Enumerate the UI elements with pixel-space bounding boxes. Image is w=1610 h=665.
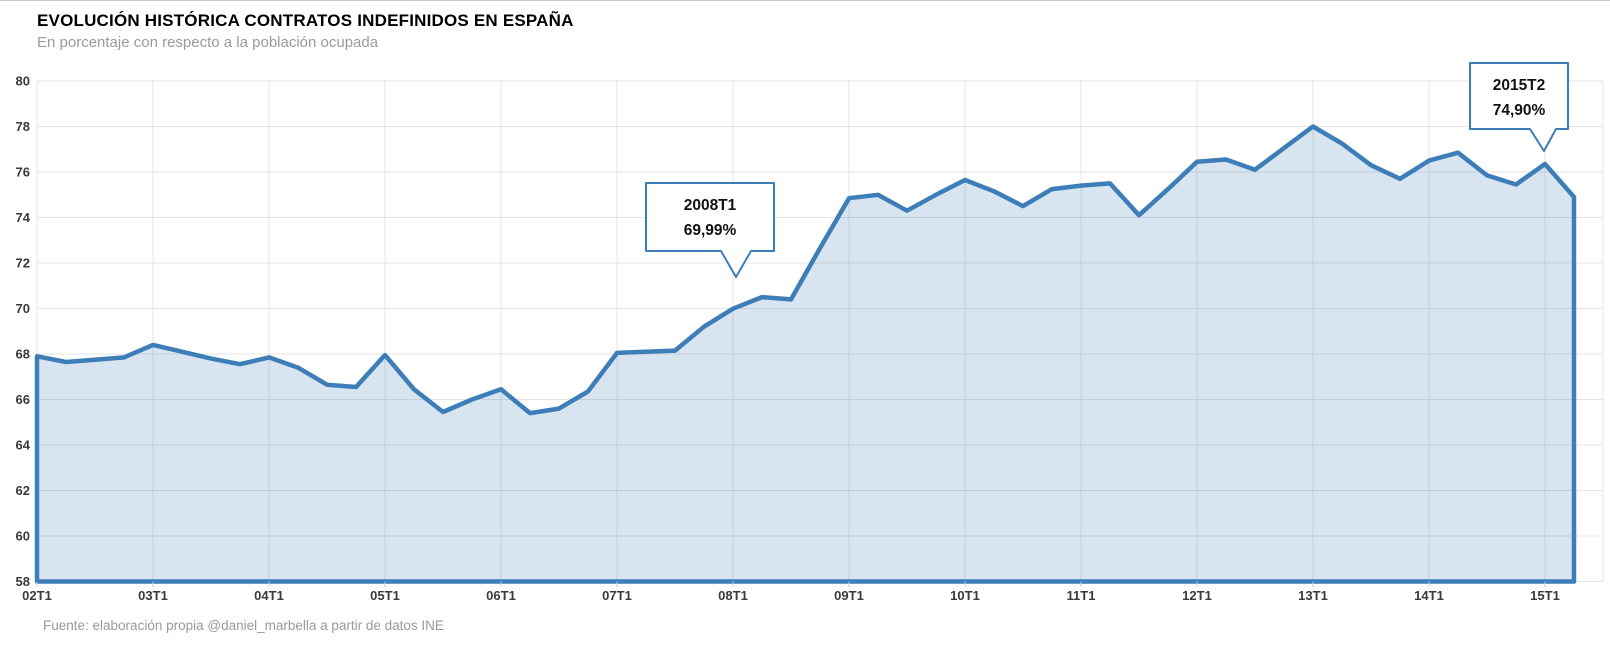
- annotation-callout: 2015T2 74,90%: [1469, 62, 1569, 152]
- source-note: Fuente: elaboración propia @daniel_marbe…: [43, 618, 444, 633]
- y-tick-label: 60: [16, 529, 30, 544]
- x-tick-label: 02T1: [22, 588, 52, 603]
- x-tick-label: 10T1: [950, 588, 980, 603]
- annotation-callout: 2008T1 69,99%: [645, 182, 775, 278]
- y-tick-label: 80: [16, 74, 30, 89]
- x-tick-label: 15T1: [1530, 588, 1560, 603]
- chart-title: EVOLUCIÓN HISTÓRICA CONTRATOS INDEFINIDO…: [37, 11, 574, 30]
- x-tick-label: 04T1: [254, 588, 284, 603]
- y-tick-label: 68: [16, 347, 30, 362]
- x-tick-label: 14T1: [1414, 588, 1444, 603]
- y-tick-label: 78: [16, 119, 30, 134]
- x-tick-label: 13T1: [1298, 588, 1328, 603]
- x-tick-label: 03T1: [138, 588, 168, 603]
- annotation-value: 69,99%: [684, 222, 737, 239]
- x-tick-label: 06T1: [486, 588, 516, 603]
- y-tick-label: 76: [16, 165, 30, 180]
- x-axis: 02T1 03T1 04T1 05T1 06T1 07T1 08T1 09T1 10T1 11T1…: [22, 581, 1560, 603]
- horizontal-gridlines: [37, 80, 1603, 582]
- y-tick-label: 70: [16, 301, 30, 316]
- y-tick-label: 74: [16, 210, 31, 225]
- y-axis: 58 60 62 64 66 68 70 72 74 76 78 80: [16, 74, 31, 590]
- x-tick-label: 05T1: [370, 588, 400, 603]
- x-tick-label: 11T1: [1067, 588, 1096, 603]
- x-tick-label: 08T1: [718, 588, 748, 603]
- annotation-value: 74,90%: [1493, 102, 1546, 119]
- series-outline: [34, 124, 1577, 584]
- annotation-quarter: 2015T2: [1493, 77, 1546, 94]
- chart-subtitle: En porcentaje con respecto a la població…: [37, 34, 379, 51]
- y-tick-label: 64: [16, 438, 31, 453]
- y-tick-label: 58: [16, 574, 30, 589]
- callout-bubble: [1469, 62, 1569, 152]
- area-series-fill: [37, 126, 1574, 582]
- x-tick-label: 09T1: [834, 588, 864, 603]
- callout-bubble: [645, 182, 775, 278]
- y-tick-label: 62: [16, 483, 30, 498]
- y-tick-label: 66: [16, 392, 30, 407]
- x-tick-label: 12T1: [1182, 588, 1212, 603]
- x-tick-label: 07T1: [602, 588, 632, 603]
- annotation-quarter: 2008T1: [684, 197, 737, 214]
- y-tick-label: 72: [16, 256, 30, 271]
